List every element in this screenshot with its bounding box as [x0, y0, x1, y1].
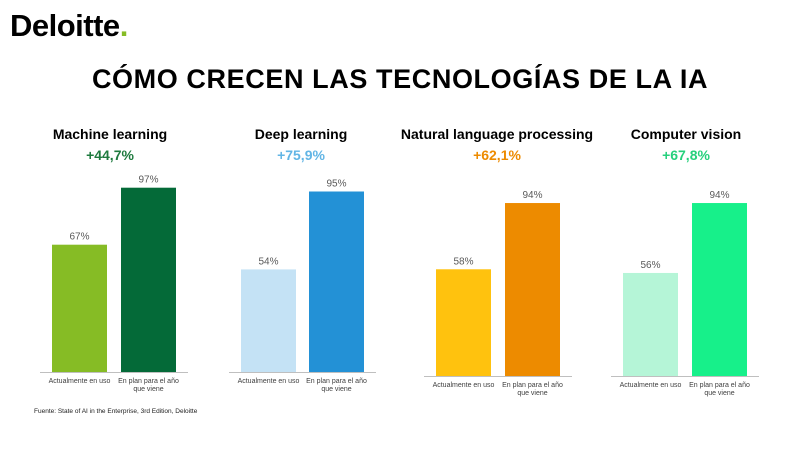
- data-label: 97%: [138, 175, 158, 186]
- data-label: 95%: [326, 179, 346, 190]
- data-label: 67%: [69, 232, 89, 243]
- category-label: En plan para el año que viene: [689, 382, 750, 397]
- bar: [121, 188, 176, 372]
- category-label: Actualmente en uso: [238, 378, 300, 385]
- category-label: En plan para el año que viene: [502, 382, 563, 397]
- bar: [309, 192, 364, 373]
- bar: [52, 245, 107, 372]
- chart-growth-value: +62,1%: [417, 147, 577, 163]
- deloitte-logo: Deloitte.: [10, 10, 128, 41]
- bar: [623, 273, 678, 376]
- category-label: En plan para el año que viene: [118, 378, 179, 393]
- chart-title: Computer vision: [536, 126, 800, 142]
- chart-growth-value: +67,8%: [606, 147, 766, 163]
- data-label: 56%: [640, 260, 660, 271]
- category-label: Actualmente en uso: [433, 382, 495, 389]
- logo-dot: .: [120, 8, 128, 43]
- category-label: Actualmente en uso: [620, 382, 682, 389]
- chart-growth-value: +44,7%: [30, 147, 190, 163]
- chart-growth-value: +75,9%: [221, 147, 381, 163]
- bar: [241, 269, 296, 372]
- data-label: 94%: [522, 190, 542, 201]
- bar: [436, 269, 491, 376]
- data-label: 54%: [258, 256, 278, 267]
- data-label: 58%: [453, 256, 473, 267]
- category-label: En plan para el año que viene: [306, 378, 367, 393]
- bar: [505, 203, 560, 376]
- category-label: Actualmente en uso: [49, 378, 111, 385]
- source-note: Fuente: State of AI in the Enterprise, 3…: [34, 408, 197, 415]
- data-label: 94%: [709, 190, 729, 201]
- bar: [692, 203, 747, 376]
- page-title: CÓMO CRECEN LAS TECNOLOGÍAS DE LA IA: [0, 64, 800, 95]
